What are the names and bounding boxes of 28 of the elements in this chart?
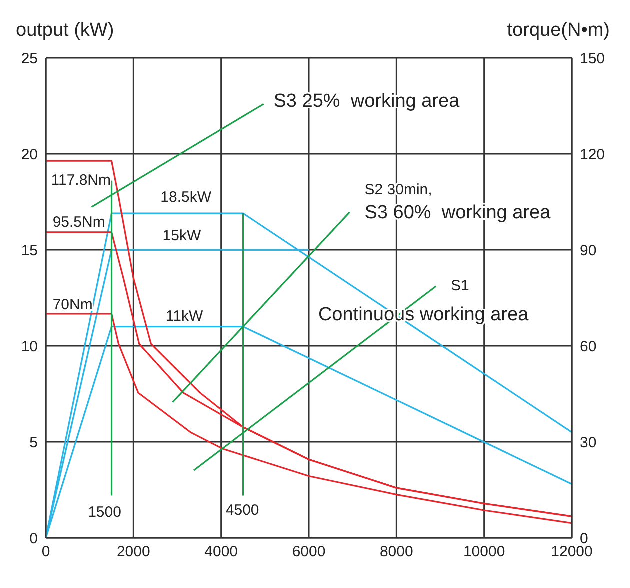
annotation: 117.8Nm (51, 172, 112, 189)
annotation: 11kW (166, 308, 204, 326)
y-tick-label: 10 (21, 338, 38, 356)
annotation: 1500 (88, 504, 122, 522)
y2-tick-label: 120 (580, 146, 606, 164)
y2-tick-label: 150 (580, 50, 606, 68)
annotation: 4500 (226, 502, 260, 520)
y-tick-label: 20 (21, 146, 38, 164)
y-tick-label: 25 (21, 50, 38, 68)
y-tick-label: 0 (30, 530, 38, 548)
x-tick-label: 10000 (463, 544, 506, 561)
x-tick-label: 0 (42, 544, 50, 561)
annotation: 70Nm (52, 296, 93, 314)
annotation: 15kW (162, 228, 202, 245)
y2-axis-title: torque(N•m) (507, 20, 610, 41)
y-tick-label: 5 (30, 434, 38, 452)
y-axis-title: output (kW) (16, 20, 114, 41)
y2-tick-label: 60 (580, 338, 597, 356)
y2-tick-label: 30 (580, 434, 597, 452)
annotation: 95.5Nm (52, 214, 106, 232)
annotation: S1 (451, 277, 470, 294)
y-tick-label: 15 (21, 242, 38, 260)
x-tick-label: 8000 (380, 544, 414, 561)
y2-tick-label: 90 (580, 242, 597, 260)
x-tick-label: 4000 (204, 544, 238, 561)
x-tick-label: 2000 (116, 544, 150, 561)
annotation: 18.5kW (160, 189, 212, 206)
x-tick-label: 6000 (292, 544, 326, 561)
